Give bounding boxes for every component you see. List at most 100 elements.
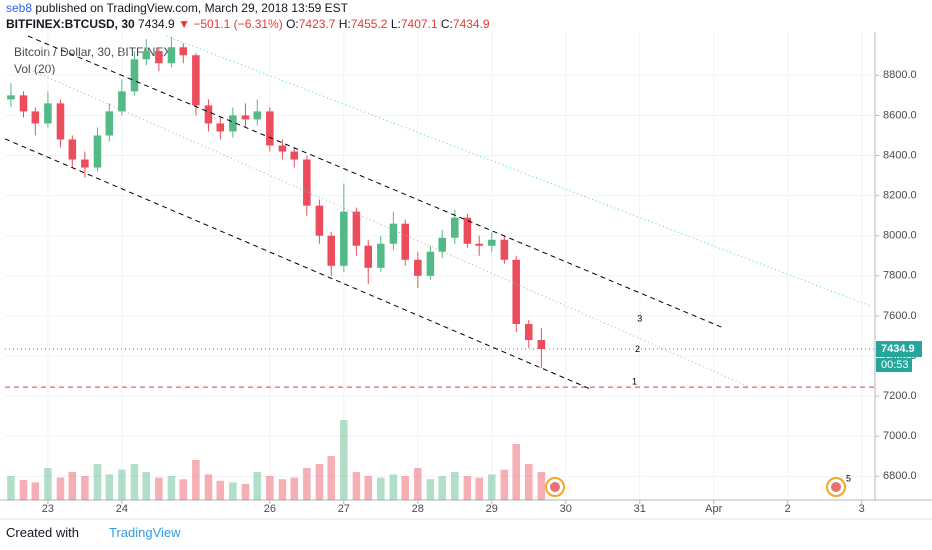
volume-bar [167, 476, 176, 500]
candle-body [118, 91, 126, 112]
volume-bar [155, 477, 163, 500]
candle-body [56, 103, 65, 140]
x-tick-label: 27 [338, 503, 350, 515]
volume-bar [253, 472, 262, 500]
candle-body [327, 235, 336, 266]
candle-body [401, 223, 410, 260]
candle-body [500, 239, 509, 260]
annotation: 3 [637, 314, 642, 324]
y-tick-label: 8800.0 [883, 69, 917, 81]
h: 7455.2 [350, 17, 388, 31]
volume-bar [93, 464, 102, 500]
event-flag-inner [831, 482, 841, 492]
x-tick-label: 31 [634, 503, 646, 515]
candle-body [377, 243, 385, 268]
candle-body [241, 115, 250, 120]
annotation: 2 [635, 344, 640, 354]
candle-body [340, 211, 348, 266]
y-tick-label: 8200.0 [883, 190, 917, 202]
volume-bar [56, 477, 65, 500]
volume-bar [192, 460, 200, 500]
last-price-label: 7434.9 [881, 343, 915, 355]
volume-bar [475, 477, 483, 500]
candle-body [81, 159, 89, 168]
y-tick-label: 7800.0 [883, 270, 917, 282]
candle-body [463, 217, 472, 244]
y-tick-label: 8400.0 [883, 149, 917, 161]
annotation: 1 [632, 376, 637, 386]
x-tick-label: 2 [785, 503, 791, 515]
x-tick-label: 23 [42, 503, 54, 515]
volume-bar [401, 476, 410, 500]
o: 7423.7 [298, 17, 336, 31]
h-label: H: [338, 17, 351, 31]
volume-bar [512, 444, 520, 500]
candle-body [525, 323, 533, 340]
event-badge: 5 [846, 473, 851, 483]
y-tick-label: 8600.0 [883, 109, 917, 121]
l: 7407.1 [400, 17, 438, 31]
candle-body [488, 239, 496, 246]
volume-bar [290, 477, 299, 500]
trend-line [29, 68, 750, 388]
volume-bar [179, 479, 188, 500]
candle-body [290, 151, 299, 160]
candle-body [204, 105, 213, 124]
volume-bar [142, 472, 151, 500]
volume-bar [488, 474, 496, 500]
x-tick-label: 3 [859, 503, 865, 515]
volume-bar [81, 476, 89, 500]
candle-body [537, 339, 546, 350]
brand[interactable]: TradingView [108, 525, 181, 540]
volume-bar [303, 468, 311, 500]
volume-bar [340, 420, 348, 500]
o-label: O: [286, 17, 299, 31]
volume-bar [7, 476, 15, 500]
trend-line [4, 138, 591, 390]
volume-bar [278, 479, 287, 500]
candle-body [303, 159, 311, 206]
candle-body [179, 47, 188, 56]
candle-body [389, 223, 398, 244]
grid [5, 32, 875, 500]
candle-body [253, 111, 262, 120]
countdown: 00:53 [881, 359, 909, 371]
published: published on TradingView.com, March 29, … [35, 1, 349, 15]
candle-body [266, 111, 274, 146]
change: −501.1 (−6.31%) [193, 17, 283, 31]
volume-bar [537, 472, 546, 500]
volume-bar [525, 464, 533, 500]
candle-body [414, 259, 422, 276]
author[interactable]: seb8 [6, 1, 33, 15]
volume-bar [44, 468, 52, 500]
c-label: C: [440, 17, 453, 31]
volume-bar [315, 464, 324, 500]
candle-body [93, 135, 102, 168]
volume-bar [105, 474, 114, 500]
volume-bar [19, 480, 28, 500]
candle-body [364, 245, 373, 268]
price: 7434.9 [138, 17, 175, 31]
x-tick-label: 26 [264, 503, 276, 515]
last-price-box [876, 341, 922, 358]
volume-bar [68, 472, 77, 500]
candle-body [475, 243, 483, 246]
volume-bar [118, 469, 126, 500]
volume-bar [451, 472, 459, 500]
symbol: BITFINEX:BTCUSD, 30 [6, 17, 135, 31]
volume-bar [426, 479, 435, 500]
candle-body [19, 95, 28, 112]
candle-body [315, 205, 324, 236]
created: Created with [6, 525, 79, 540]
x-tick-label: 24 [116, 503, 128, 515]
volume-bar [241, 484, 250, 500]
chart: Bitcoin / Dollar, 30, BITFINEX Vol (20) … [0, 32, 932, 520]
candle-body [512, 259, 520, 324]
c: 7434.9 [452, 17, 490, 31]
volume-bar [327, 456, 336, 500]
y-tick-label: 8000.0 [883, 230, 917, 242]
volume-bar [31, 482, 40, 500]
header: seb8 published on TradingView.com, March… [6, 0, 490, 32]
candle-body [352, 211, 361, 246]
